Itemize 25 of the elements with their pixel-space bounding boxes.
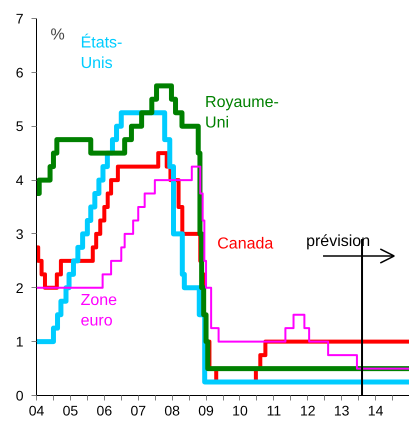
x-tick-label: 12 (300, 402, 316, 418)
series-label: Canada (217, 236, 274, 253)
series-label: Royaume-Uni (205, 94, 279, 132)
series-label: Zone euro (80, 292, 118, 330)
x-tick-label: 09 (198, 402, 214, 418)
y-tick-label: 4 (16, 172, 24, 188)
y-tick-label: 7 (16, 10, 24, 26)
y-axis-title: % (50, 26, 65, 44)
y-tick-label: 3 (16, 226, 24, 242)
x-tick-label: 10 (232, 402, 248, 418)
x-tick-label: 13 (334, 402, 350, 418)
y-tick-label: 1 (16, 334, 24, 350)
x-tick-label: 11 (266, 402, 282, 418)
ref-line-label: prévision (306, 233, 370, 250)
x-tick-label: 07 (130, 402, 146, 418)
x-tick-label: 08 (164, 402, 180, 418)
y-tick-label: 6 (16, 64, 24, 80)
text: États-Unis (80, 34, 122, 72)
x-tick-label: 06 (96, 402, 112, 418)
y-tick-label: 2 (16, 280, 24, 296)
x-tick-label: 05 (62, 402, 78, 418)
y-tick-label: 0 (16, 388, 24, 404)
x-tick-label: 04 (28, 402, 44, 418)
y-tick-label: 5 (16, 118, 24, 134)
x-tick-label: 14 (368, 402, 384, 418)
